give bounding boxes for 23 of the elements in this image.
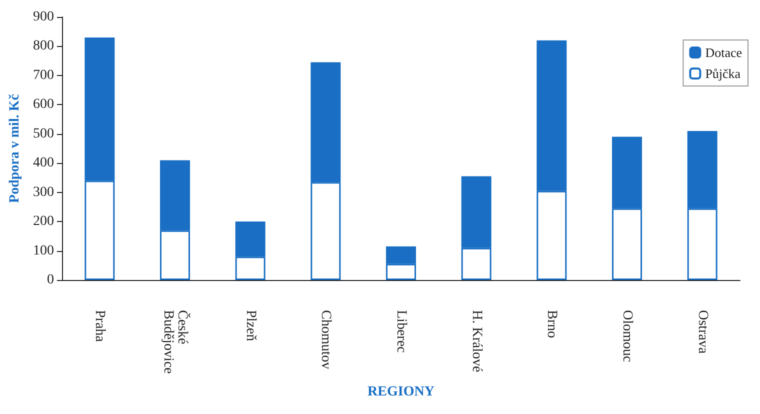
x-tick-label: Olomouc <box>620 310 634 362</box>
x-tick-label: Chomutov <box>318 310 334 370</box>
y-tick-label: 0 <box>47 272 54 288</box>
y-tick-label: 900 <box>33 10 54 24</box>
x-tick-label: Ostrava <box>694 310 710 354</box>
legend-label: Dotace <box>705 45 742 60</box>
y-tick-label: 300 <box>33 184 54 200</box>
y-tick-label: 100 <box>33 243 54 258</box>
x-axis-title: REGIONY <box>368 384 434 400</box>
x-tick-label: České Budějovice <box>160 310 192 374</box>
y-axis-title: Podpora v mil. Kč <box>8 94 22 203</box>
x-tick-label: Praha <box>92 310 108 343</box>
y-tick-label: 800 <box>33 38 54 54</box>
y-tick-label: 400 <box>33 156 54 171</box>
legend-label: Půjčka <box>705 66 741 81</box>
y-tick-label: 600 <box>33 97 54 112</box>
x-tick-label: Liberec <box>394 310 408 353</box>
y-tick-label: 200 <box>33 214 54 230</box>
x-tick-label: Brno <box>544 310 560 338</box>
y-tick-label: 500 <box>33 126 54 142</box>
x-tick-label: H. Králové <box>468 310 484 372</box>
x-tick-label: Plzeň <box>242 310 258 342</box>
y-tick-label: 700 <box>33 68 54 83</box>
